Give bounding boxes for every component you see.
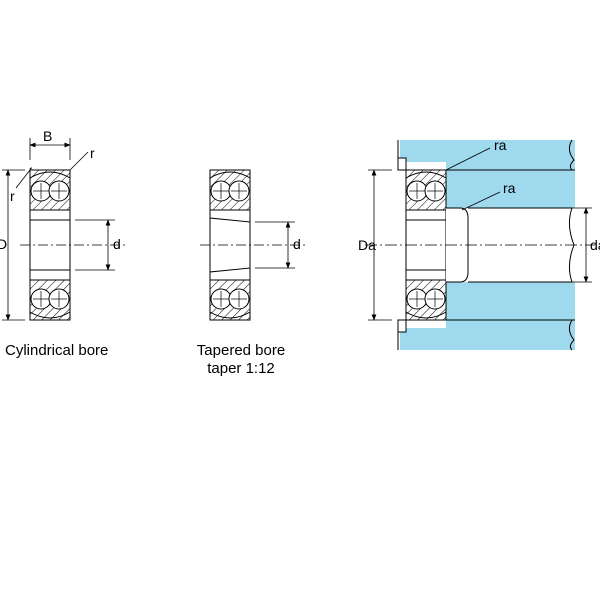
dim-r-top: r [90,145,95,161]
dim-r-left: r [10,188,15,204]
dim-Da: Da [358,237,376,253]
dim-da: da [590,237,600,253]
figure-assembly [365,140,595,350]
caption-fig1: Cylindrical bore [5,342,108,359]
caption-fig2-line1: Tapered bore [186,342,296,359]
figure-tapered-bore [200,170,305,320]
figure-cylindrical-bore [2,138,125,320]
dim-B: B [43,128,52,144]
dim-d-fig1: d [113,236,121,252]
dim-d-fig2: d [293,236,301,252]
caption-fig2-line2: taper 1:12 [186,360,296,377]
dim-ra-top: ra [494,137,506,153]
dim-D: D [0,236,8,252]
dim-ra-mid: ra [503,180,515,196]
